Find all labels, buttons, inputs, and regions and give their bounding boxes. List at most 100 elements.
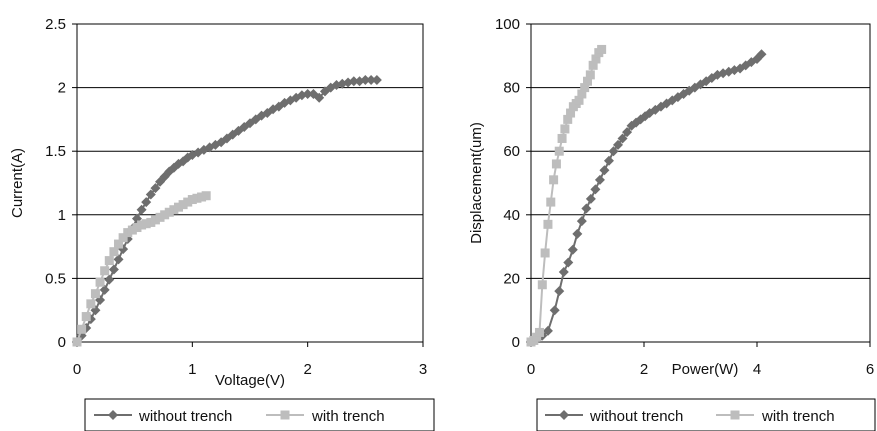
- data-point: [104, 256, 114, 266]
- series-with-trench: [72, 191, 211, 347]
- legend-marker: [108, 410, 118, 420]
- data-point: [118, 233, 128, 243]
- data-point: [197, 192, 207, 202]
- data-point: [558, 267, 569, 278]
- data-point: [136, 204, 147, 215]
- data-point: [534, 327, 544, 337]
- x-tick-label: 3: [419, 361, 427, 378]
- data-point: [532, 332, 542, 342]
- data-point: [537, 280, 547, 290]
- data-point: [581, 203, 592, 214]
- data-point: [72, 337, 82, 347]
- data-point: [100, 266, 110, 276]
- plot-area: [530, 23, 871, 343]
- y-tick-label: 80: [503, 80, 520, 97]
- data-point: [77, 324, 87, 334]
- x-tick-label: 0: [73, 361, 81, 378]
- data-point: [141, 219, 151, 229]
- legend-marker: [730, 410, 740, 420]
- legend-marker: [559, 410, 569, 420]
- data-point: [173, 202, 183, 212]
- data-point: [563, 114, 573, 124]
- legend-marker: [280, 410, 290, 420]
- x-tick-label: 4: [753, 361, 761, 378]
- data-point: [113, 254, 124, 265]
- y-tick-label: 1.5: [45, 143, 66, 160]
- data-point: [114, 239, 124, 249]
- series-without-trench: [72, 74, 382, 347]
- data-point: [141, 197, 152, 208]
- data-point: [86, 299, 96, 309]
- y-tick-label: 0: [58, 334, 66, 351]
- data-point: [574, 95, 584, 105]
- data-point: [155, 212, 165, 222]
- data-point: [366, 74, 377, 85]
- x-axis-label: Voltage(V): [215, 372, 285, 389]
- data-point: [542, 325, 553, 336]
- y-axis-label: Displacement(um): [468, 122, 485, 244]
- y-tick-label: 2.5: [45, 16, 66, 33]
- data-point: [540, 248, 550, 258]
- legend-label: with trench: [311, 408, 385, 425]
- data-point: [560, 124, 570, 134]
- data-point: [132, 223, 142, 233]
- data-point: [588, 60, 598, 70]
- data-point: [104, 274, 115, 285]
- data-point: [551, 159, 561, 169]
- y-tick-label: 0.5: [45, 270, 66, 287]
- x-tick-label: 2: [303, 361, 311, 378]
- legend-label: with trench: [761, 408, 835, 425]
- data-point: [201, 191, 211, 201]
- data-point: [160, 210, 170, 220]
- data-point: [192, 193, 202, 203]
- data-point: [554, 146, 564, 156]
- series-line: [76, 194, 207, 343]
- data-point: [360, 74, 371, 85]
- legend: without trench with trench: [84, 398, 435, 431]
- data-point: [145, 189, 156, 200]
- chart-current-vs-voltage: 0 0.5 1 1.5 2 2.5 0 1 2 3 Voltage(V) Current(A) with…: [9, 16, 435, 431]
- data-point: [576, 216, 587, 227]
- legend: without trench with trench: [536, 398, 876, 431]
- data-point: [314, 92, 325, 103]
- data-point: [371, 74, 382, 85]
- y-tick-label: 2: [58, 80, 66, 97]
- y-tick-label: 0: [512, 334, 520, 351]
- data-point: [597, 44, 607, 54]
- x-tick-label: 6: [866, 361, 874, 378]
- data-point: [622, 127, 633, 138]
- x-axis-label: Power(W): [672, 361, 739, 378]
- data-point: [123, 228, 133, 238]
- data-point: [95, 277, 105, 287]
- data-point: [302, 88, 313, 99]
- chart-displacement-vs-power: 0 20 40 60 80 100 0 2 4 6 Power(W) Displacement(um)…: [468, 16, 876, 431]
- data-point: [109, 247, 119, 257]
- data-point: [183, 197, 193, 207]
- series-with-trench: [526, 44, 607, 347]
- data-point: [164, 207, 174, 217]
- data-point: [613, 139, 624, 150]
- data-point: [169, 205, 179, 215]
- data-point: [599, 165, 610, 176]
- data-point: [617, 133, 628, 144]
- data-point: [608, 146, 619, 157]
- y-tick-label: 20: [503, 270, 520, 287]
- data-point: [549, 175, 559, 185]
- data-point: [583, 76, 592, 86]
- data-point: [348, 76, 359, 87]
- data-point: [580, 83, 590, 93]
- y-tick-label: 1: [58, 207, 66, 224]
- data-point: [127, 225, 137, 235]
- data-point: [108, 264, 119, 275]
- data-point: [566, 108, 576, 118]
- series-line: [76, 79, 377, 343]
- data-point: [543, 219, 553, 229]
- legend-box: [84, 398, 435, 431]
- data-point: [756, 49, 767, 60]
- legend-label: without trench: [138, 408, 232, 425]
- data-point: [557, 133, 567, 143]
- data-point: [572, 228, 583, 239]
- data-point: [577, 89, 587, 99]
- data-point: [187, 195, 197, 205]
- y-tick-label: 60: [503, 143, 520, 160]
